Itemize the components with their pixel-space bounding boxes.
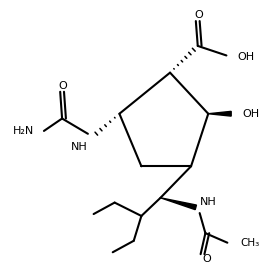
Text: OH: OH [238,52,255,62]
Text: H₂N: H₂N [13,126,34,136]
Text: O: O [194,10,203,20]
Polygon shape [208,111,231,116]
Text: OH: OH [243,109,260,119]
Text: O: O [202,254,211,264]
Text: NH: NH [200,197,216,207]
Text: NH: NH [71,142,88,152]
Text: O: O [59,81,67,91]
Polygon shape [161,198,197,210]
Text: CH₃: CH₃ [241,238,260,248]
